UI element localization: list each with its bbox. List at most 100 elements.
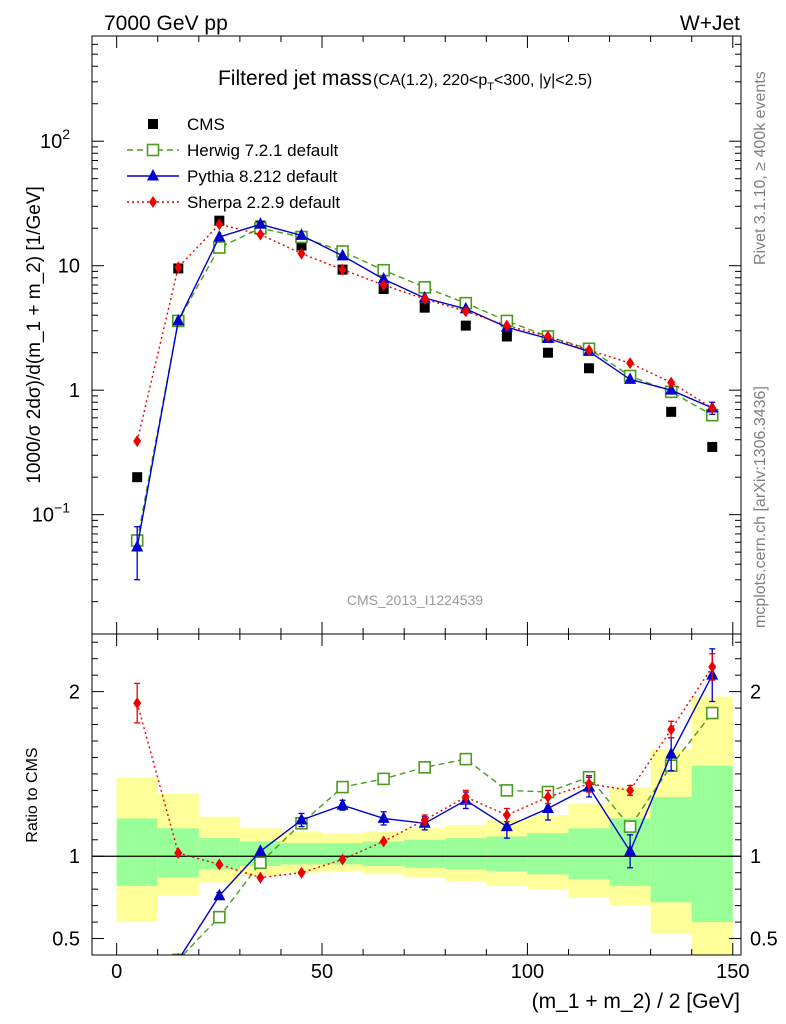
main-line-sherpa-2-2-9-default: [136, 223, 713, 442]
main-point-cms: [501, 331, 512, 342]
main-point-cms: [542, 347, 553, 358]
ratio-point-herwig-7-2-1-default: [336, 780, 349, 794]
ratio-point-sherpa-2-2-9-default: [585, 777, 594, 790]
ratio-point-sherpa-2-2-9-default: [502, 809, 511, 822]
legend-label-herwig-7-2-1-default: Herwig 7.2.1 default: [187, 141, 338, 160]
main-plot-content: [130, 215, 719, 581]
main-point-cms: [132, 472, 143, 483]
legend-label-sherpa-2-2-9-default: Sherpa 2.2.9 default: [187, 193, 340, 212]
main-point-sherpa-2-2-9-default: [174, 261, 183, 274]
main-point-pythia-8-212-default: [377, 272, 390, 284]
main-point-sherpa-2-2-9-default: [215, 218, 224, 231]
main-ytick-label: 10: [58, 256, 80, 278]
main-point-cms: [666, 406, 677, 417]
main-point-pythia-8-212-default: [213, 230, 226, 242]
ratio-point-herwig-7-2-1-default: [171, 953, 185, 955]
ratio-point-sherpa-2-2-9-default: [708, 660, 717, 673]
main-point-sherpa-2-2-9-default: [543, 330, 552, 343]
ratio-band-green: [280, 843, 323, 865]
ratio-ytick-label-left: 2: [69, 682, 80, 704]
ratio-band-green: [691, 765, 733, 923]
ratio-point-sherpa-2-2-9-default: [543, 790, 552, 803]
main-line-pythia-8-212-default: [136, 223, 713, 548]
main-series-herwig-7-2-1-default: [130, 221, 719, 547]
main-point-cms: [707, 441, 718, 452]
rivet-label: Rivet 3.1.10, ≥ 400k events: [752, 71, 769, 265]
ratio-point-pythia-8-212-default: [624, 844, 637, 856]
main-point-sherpa-2-2-9-default: [256, 228, 265, 241]
ratio-ytick-label-right: 0.5: [750, 929, 778, 951]
ratio-point-pythia-8-212-default: [131, 971, 143, 983]
ratio-band-green: [486, 836, 528, 872]
ratio-ytick-label-right: 1: [750, 846, 761, 868]
ratio-axes: 0.5 0.5 1 1 2 2 0 50 100 150: [52, 634, 778, 983]
ratio-point-sherpa-2-2-9-default: [420, 814, 429, 827]
main-title: Filtered jet mass: [218, 67, 372, 90]
ratio-point-pythia-8-212-default: [336, 798, 349, 810]
main-ytick-label-exp: 2: [62, 126, 70, 142]
ratio-point-sherpa-2-2-9-default: [379, 835, 388, 848]
main-ylabel: 1000/σ 2dσ)/d(m_1 + m_2) [1/GeV]: [24, 186, 45, 484]
ratio-series-sherpa-2-2-9-default: [133, 653, 717, 884]
main-point-pythia-8-212-default: [295, 228, 308, 240]
header-left: 7000 GeV pp: [104, 12, 228, 35]
ratio-point-herwig-7-2-1-default: [418, 761, 432, 774]
main-series-pythia-8-212-default: [131, 217, 719, 581]
ratio-point-pythia-8-212-default: [500, 819, 513, 832]
legend: CMS Herwig 7.2.1 default Pythia 8.212 defa…: [127, 115, 340, 212]
main-point-sherpa-2-2-9-default: [420, 293, 429, 306]
main-point-sherpa-2-2-9-default: [133, 435, 142, 448]
analysis-watermark: CMS_2013_I1224539: [347, 592, 483, 608]
ratio-point-sherpa-2-2-9-default: [626, 784, 635, 797]
main-ytick-label: 10−1: [32, 500, 70, 527]
main-point-cms: [460, 320, 471, 331]
ratio-point-pythia-8-212-default: [254, 844, 267, 856]
ratio-band-green: [568, 828, 610, 880]
ratio-point-herwig-7-2-1-default: [705, 706, 719, 720]
ratio-point-pythia-8-212-default: [177, 952, 180, 955]
legend-label-pythia-8-212-default: Pythia 8.212 default: [187, 167, 338, 186]
ratio-panel: 0.5 0.5 1 1 2 2 0 50 100 150 Ratio to CMS (m_1 + …: [24, 633, 778, 1013]
main-point-sherpa-2-2-9-default: [585, 344, 594, 357]
ratio-point-pythia-8-212-default: [295, 813, 308, 825]
ratio-point-sherpa-2-2-9-default: [133, 697, 142, 710]
ratio-band-green: [116, 818, 158, 886]
ratio-point-herwig-7-2-1-default: [132, 964, 143, 975]
main-point-sherpa-2-2-9-default: [667, 376, 676, 389]
main-point-pythia-8-212-default: [665, 383, 678, 395]
main-subtitle: (CA(1.2), 220<pT<300, |y|<2.5): [373, 72, 592, 93]
ratio-point-herwig-7-2-1-default: [459, 752, 473, 766]
main-point-pythia-8-212-default: [131, 539, 144, 552]
ratio-point-pythia-8-212-default: [377, 811, 390, 823]
ratio-bands: [116, 696, 733, 955]
main-ytick-label-exp: −1: [54, 500, 70, 516]
legend-marker-cms: [148, 119, 158, 129]
ratio-point-sherpa-2-2-9-default: [461, 790, 470, 803]
ratio-point-sherpa-2-2-9-default: [667, 723, 676, 736]
header-right: W+Jet: [680, 12, 740, 35]
main-ytick-label: 1: [69, 380, 80, 402]
main-point-sherpa-2-2-9-default: [297, 247, 306, 260]
main-point-sherpa-2-2-9-default: [338, 263, 347, 276]
ratio-frame: [91, 633, 742, 956]
ratio-point-sherpa-2-2-9-default: [256, 871, 265, 884]
main-point-cms: [584, 363, 595, 374]
legend-label-cms: CMS: [187, 115, 225, 134]
ratio-point-sherpa-2-2-9-default: [338, 853, 347, 866]
ratio-xtick-label: 100: [511, 961, 544, 983]
ratio-ytick-label-left: 0.5: [52, 929, 80, 951]
ratio-plot-content: [92, 648, 741, 983]
ratio-ytick-label-right: 2: [750, 682, 761, 704]
ratio-point-herwig-7-2-1-default: [500, 784, 514, 797]
x-axis-label: (m_1 + m_2) / 2 [GeV]: [532, 990, 740, 1013]
ratio-ylabel: Ratio to CMS: [24, 747, 41, 842]
main-point-pythia-8-212-default: [624, 372, 637, 384]
main-point-pythia-8-212-default: [172, 313, 185, 326]
main-line-herwig-7-2-1-default: [136, 227, 713, 541]
main-ytick-label-base: 10: [40, 131, 62, 153]
ratio-xtick-label: 150: [716, 961, 749, 983]
main-ytick-label-base: 10: [32, 505, 54, 527]
